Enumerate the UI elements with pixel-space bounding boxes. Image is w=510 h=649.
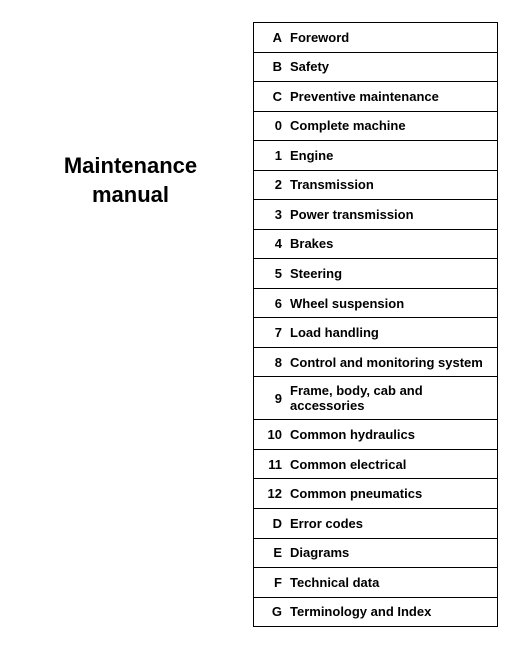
toc-row: E Diagrams xyxy=(254,539,497,569)
title-word-1: Maintenance xyxy=(64,153,197,178)
toc-row: 8 Control and monitoring system xyxy=(254,348,497,378)
toc-code: 3 xyxy=(262,207,282,222)
toc-code: 10 xyxy=(262,427,282,442)
toc-label: Complete machine xyxy=(290,118,406,133)
toc-row: 4 Brakes xyxy=(254,230,497,260)
toc-row: 9 Frame, body, cab and accessories xyxy=(254,377,497,420)
toc-label: Preventive maintenance xyxy=(290,89,439,104)
toc-label: Engine xyxy=(290,148,333,163)
toc-row: 1 Engine xyxy=(254,141,497,171)
toc-code: 0 xyxy=(262,118,282,133)
toc-row: 5 Steering xyxy=(254,259,497,289)
toc-row: C Preventive maintenance xyxy=(254,82,497,112)
toc-label: Common hydraulics xyxy=(290,427,415,442)
toc-code: A xyxy=(262,30,282,45)
toc-code: 9 xyxy=(262,391,282,406)
toc-label: Load handling xyxy=(290,325,379,340)
toc-row: F Technical data xyxy=(254,568,497,598)
toc-label: Steering xyxy=(290,266,342,281)
toc-code: D xyxy=(262,516,282,531)
toc-label: Safety xyxy=(290,59,329,74)
toc-row: 12 Common pneumatics xyxy=(254,479,497,509)
page: Maintenance manual A Foreword B Safety C Preve… xyxy=(0,0,510,649)
toc-row: 0 Complete machine xyxy=(254,112,497,142)
toc-code: 5 xyxy=(262,266,282,281)
manual-title: Maintenance manual xyxy=(64,152,197,209)
toc-label: Terminology and Index xyxy=(290,604,431,619)
title-word-2: manual xyxy=(92,182,169,207)
toc-code: 2 xyxy=(262,177,282,192)
toc-code: 6 xyxy=(262,296,282,311)
toc-label: Diagrams xyxy=(290,545,349,560)
toc-row: D Error codes xyxy=(254,509,497,539)
toc-row: G Terminology and Index xyxy=(254,598,497,628)
toc-code: 8 xyxy=(262,355,282,370)
toc-label: Technical data xyxy=(290,575,379,590)
toc-row: 6 Wheel suspension xyxy=(254,289,497,319)
toc-label: Power transmission xyxy=(290,207,414,222)
toc-row: 3 Power transmission xyxy=(254,200,497,230)
toc-row: 7 Load handling xyxy=(254,318,497,348)
toc-label: Wheel suspension xyxy=(290,296,404,311)
toc-code: 11 xyxy=(262,457,282,472)
toc-code: 1 xyxy=(262,148,282,163)
toc-code: 4 xyxy=(262,236,282,251)
toc-label: Frame, body, cab and accessories xyxy=(290,383,489,413)
toc-label: Control and monitoring system xyxy=(290,355,483,370)
toc-table: A Foreword B Safety C Preventive maintenance 0… xyxy=(253,22,498,627)
toc-row: B Safety xyxy=(254,53,497,83)
toc-code: 12 xyxy=(262,486,282,501)
toc-label: Common pneumatics xyxy=(290,486,422,501)
title-column: Maintenance manual xyxy=(8,22,253,627)
toc-row: A Foreword xyxy=(254,23,497,53)
toc-label: Foreword xyxy=(290,30,349,45)
toc-code: 7 xyxy=(262,325,282,340)
toc-row: 11 Common electrical xyxy=(254,450,497,480)
toc-code: E xyxy=(262,545,282,560)
toc-row: 10 Common hydraulics xyxy=(254,420,497,450)
toc-label: Brakes xyxy=(290,236,333,251)
toc-code: F xyxy=(262,575,282,590)
toc-code: G xyxy=(262,604,282,619)
toc-label: Common electrical xyxy=(290,457,406,472)
toc-label: Transmission xyxy=(290,177,374,192)
toc-code: C xyxy=(262,89,282,104)
toc-label: Error codes xyxy=(290,516,363,531)
toc-code: B xyxy=(262,59,282,74)
toc-row: 2 Transmission xyxy=(254,171,497,201)
